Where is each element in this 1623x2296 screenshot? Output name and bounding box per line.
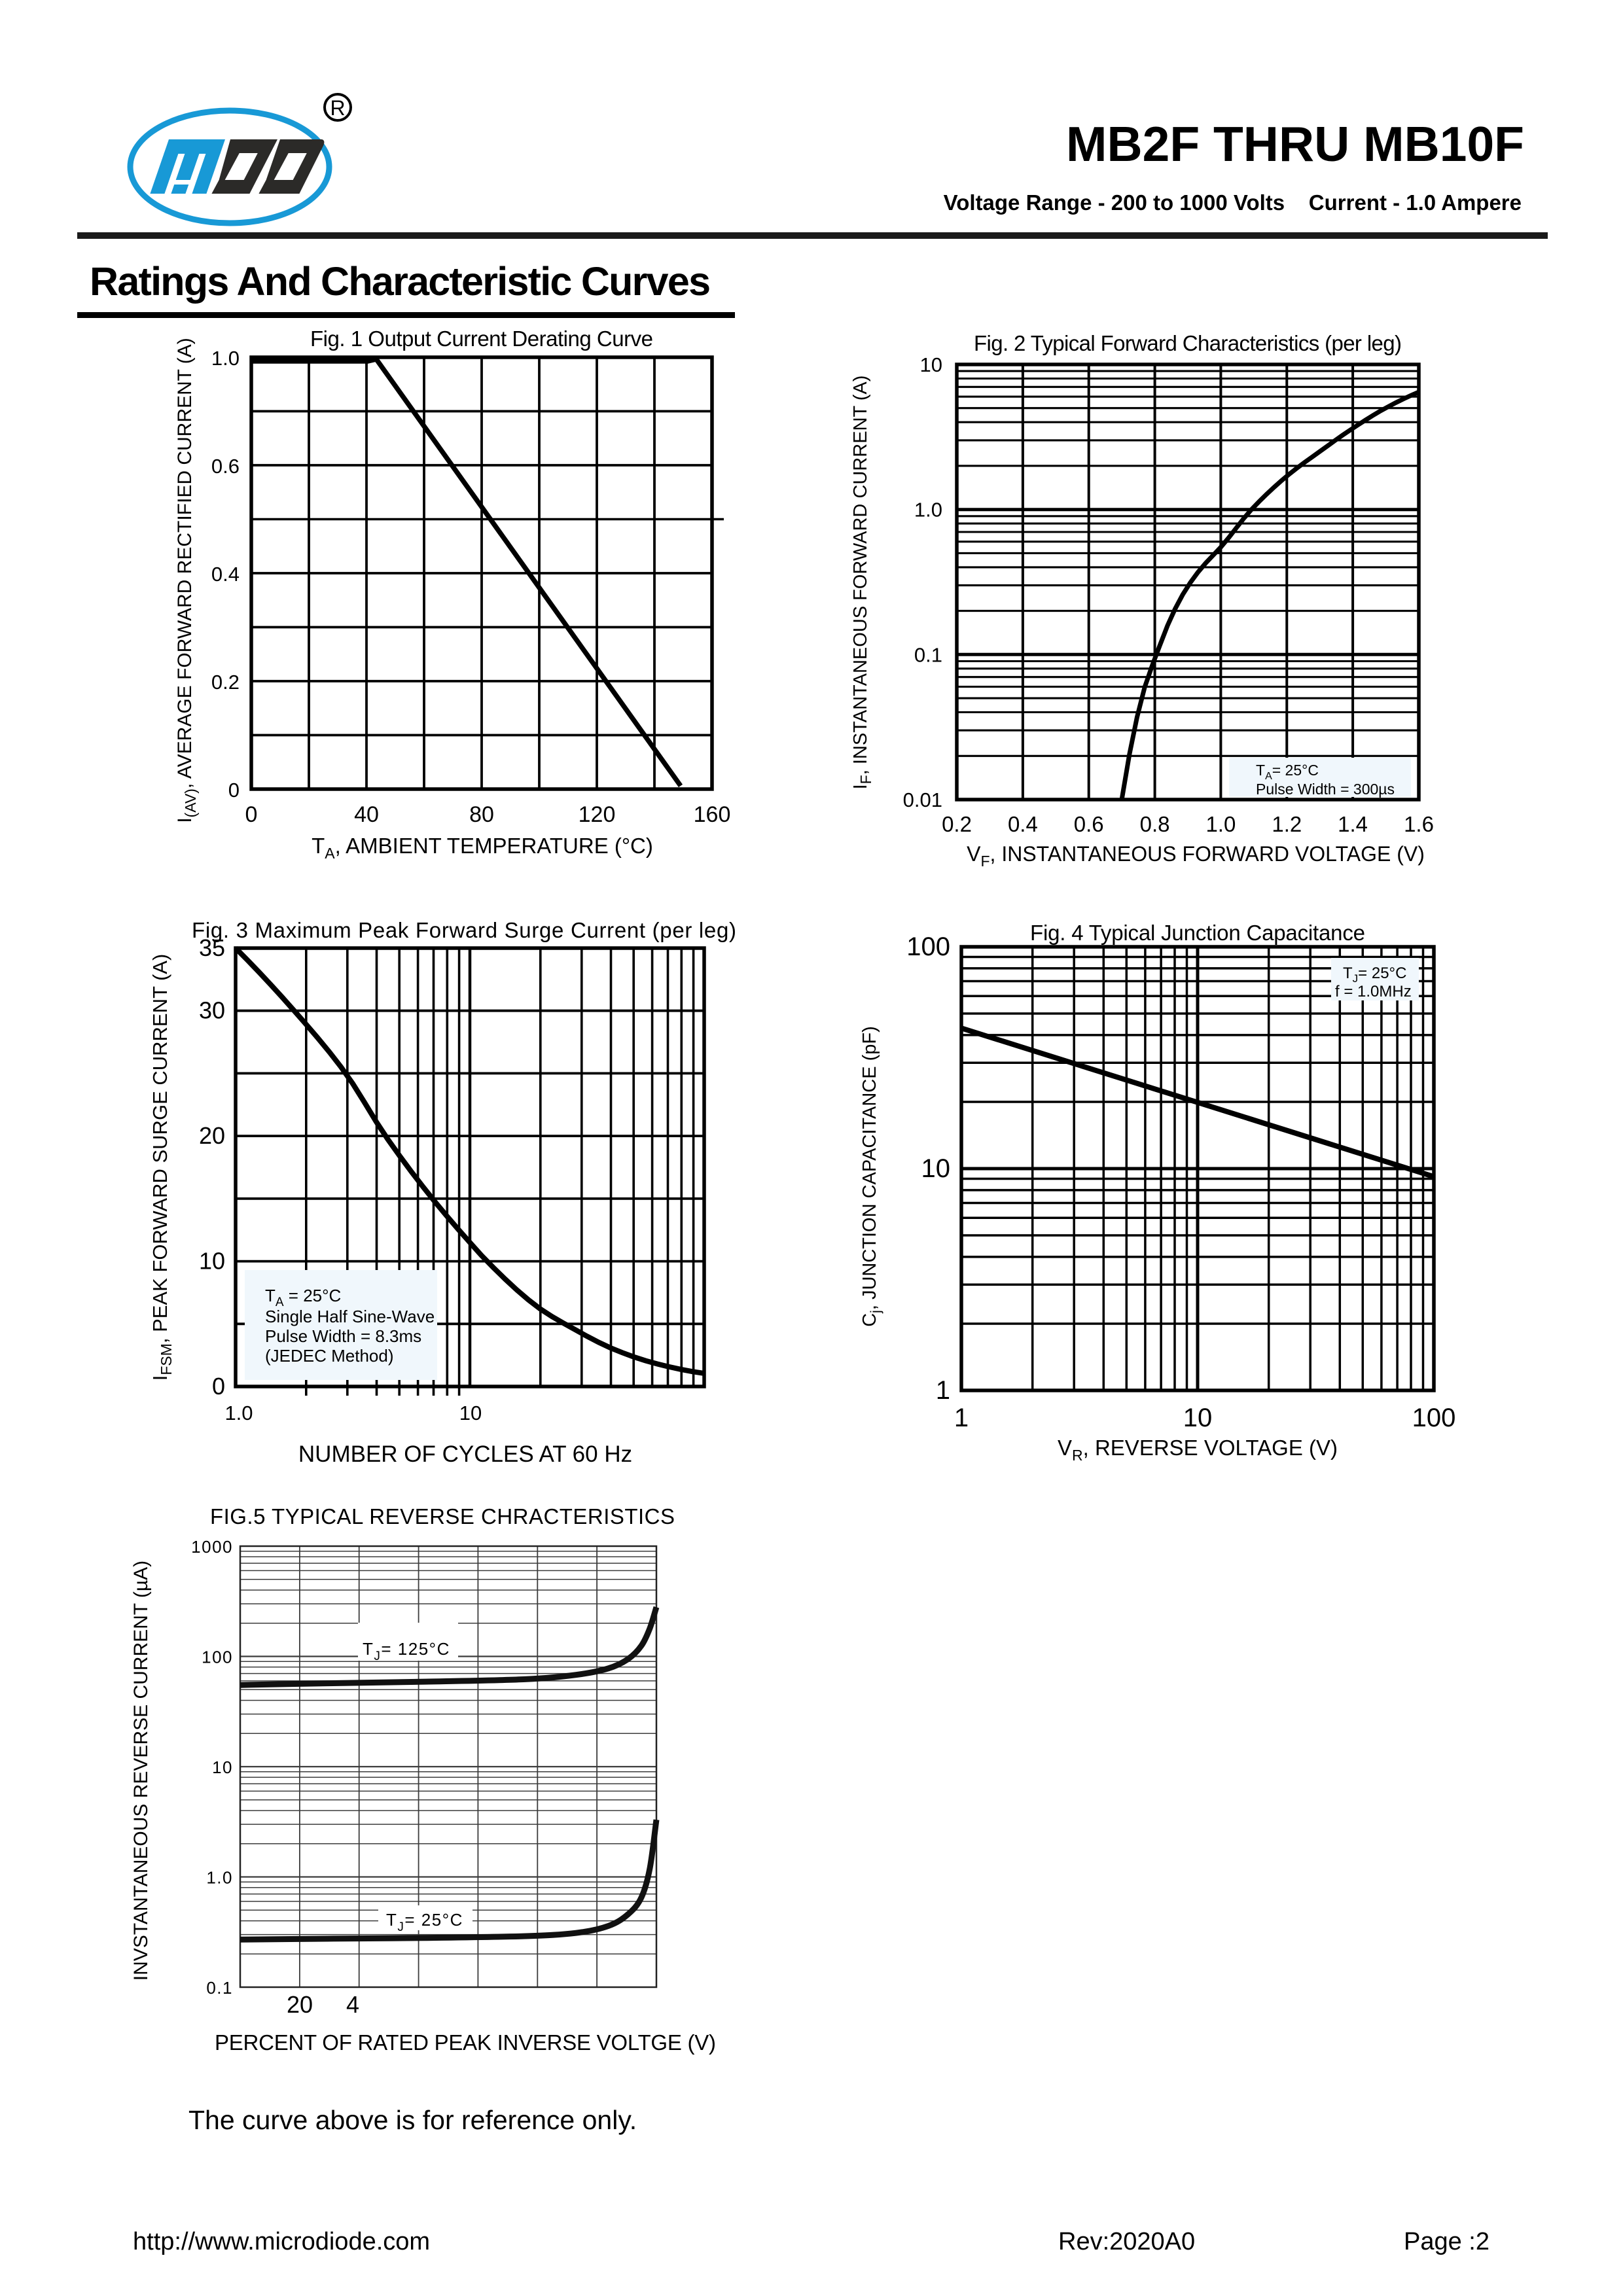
svg-text:10: 10 <box>1183 1404 1213 1432</box>
svg-text:Single Half Sine-Wave: Single Half Sine-Wave <box>265 1307 435 1326</box>
svg-text:Fig. 4 Typical Junction Capac: Fig. 4 Typical Junction Capacitance <box>1030 921 1365 945</box>
svg-text:0.6: 0.6 <box>1074 812 1104 836</box>
svg-text:VF, INSTANTANEOUS FORWARD VOLT: VF, INSTANTANEOUS FORWARD VOLTAGE (V) <box>967 842 1425 870</box>
svg-text:Voltage Range - 200 to 1000 Vo: Voltage Range - 200 to 1000 Volts Curren… <box>944 190 1522 215</box>
svg-text:160: 160 <box>694 802 731 827</box>
svg-text:TA, AMBIENT TEMPERATURE (°C): TA, AMBIENT TEMPERATURE (°C) <box>312 834 653 862</box>
svg-text:The curve above is for referen: The curve above is for reference only. <box>188 2105 637 2135</box>
svg-text:10: 10 <box>212 1757 233 1777</box>
svg-text:10: 10 <box>921 1154 951 1183</box>
svg-text:Pulse Width = 300µs: Pulse Width = 300µs <box>1256 781 1395 798</box>
svg-text:http://www.microdiode.com: http://www.microdiode.com <box>133 2228 430 2255</box>
svg-text:1.0: 1.0 <box>211 347 240 370</box>
svg-text:Ratings And Characteristic Cur: Ratings And Characteristic Curves <box>90 259 711 304</box>
svg-text:30: 30 <box>199 997 225 1024</box>
svg-text:1.6: 1.6 <box>1404 812 1434 836</box>
svg-text:20: 20 <box>199 1122 225 1149</box>
svg-text:40: 40 <box>354 802 379 827</box>
svg-text:0.1: 0.1 <box>206 1978 233 1998</box>
svg-text:0.01: 0.01 <box>903 788 942 811</box>
svg-text:80: 80 <box>469 802 494 827</box>
svg-text:Fig. 1 Output Current Deratin: Fig. 1 Output Current Derating Curve <box>310 327 653 351</box>
svg-text:20: 20 <box>287 1991 313 2018</box>
svg-text:(JEDEC Method): (JEDEC Method) <box>265 1346 394 1366</box>
svg-text:0.8: 0.8 <box>1140 812 1170 836</box>
svg-text:0.6: 0.6 <box>211 455 240 478</box>
svg-text:10: 10 <box>199 1248 225 1275</box>
svg-text:0: 0 <box>228 779 240 802</box>
svg-text:TJ= 25°C: TJ= 25°C <box>1343 964 1406 985</box>
svg-text:Fig. 3 Maximum Peak Forward S: Fig. 3 Maximum Peak Forward Surge Curren… <box>192 918 736 942</box>
svg-text:1.0: 1.0 <box>206 1868 233 1888</box>
svg-text:Rev:2020A0: Rev:2020A0 <box>1058 2228 1195 2255</box>
svg-text:10: 10 <box>459 1402 482 1424</box>
svg-text:120: 120 <box>579 802 616 827</box>
svg-text:1.0: 1.0 <box>914 499 942 521</box>
svg-text:0: 0 <box>212 1373 225 1400</box>
svg-text:1.4: 1.4 <box>1338 812 1368 836</box>
svg-text:0.2: 0.2 <box>211 671 240 694</box>
svg-text:Cj, JUNCTION CAPACITANCE (pF): Cj, JUNCTION CAPACITANCE (pF) <box>859 1026 883 1327</box>
svg-text:0.2: 0.2 <box>942 812 972 836</box>
svg-text:35: 35 <box>199 934 225 961</box>
svg-text:10: 10 <box>920 353 942 376</box>
svg-text:Pulse Width = 8.3ms: Pulse Width = 8.3ms <box>265 1326 421 1346</box>
svg-text:1.0: 1.0 <box>224 1402 253 1424</box>
svg-text:NUMBER OF CYCLES AT 60 Hz: NUMBER OF CYCLES AT 60 Hz <box>298 1441 632 1467</box>
svg-text:100: 100 <box>906 932 950 961</box>
svg-text:INVSTANTANEOUS REVERSE CURRENT: INVSTANTANEOUS REVERSE CURRENT (µA) <box>130 1561 152 1981</box>
svg-text:R: R <box>330 96 345 120</box>
svg-text:0.4: 0.4 <box>1008 812 1038 836</box>
svg-text:0.4: 0.4 <box>211 563 240 586</box>
svg-text:IFSM, PEAK FORWARD SURGE CURRE: IFSM, PEAK FORWARD SURGE CURRENT (A) <box>149 954 175 1381</box>
svg-text:f = 1.0MHz: f = 1.0MHz <box>1335 983 1412 1000</box>
svg-text:0.1: 0.1 <box>914 643 942 666</box>
svg-text:IF, INSTANTANEOUS FORWARD CURR: IF, INSTANTANEOUS FORWARD CURRENT (A) <box>850 376 874 790</box>
svg-text:100: 100 <box>1412 1404 1456 1432</box>
svg-text:Fig. 2 Typical Forward Charact: Fig. 2 Typical Forward Characteristics (… <box>974 331 1402 355</box>
svg-text:0: 0 <box>245 802 258 827</box>
svg-text:1: 1 <box>954 1404 969 1432</box>
svg-text:I(AV), AVERAGE FORWARD RECTIFI: I(AV), AVERAGE FORWARD RECTIFIED CURRENT… <box>174 338 199 823</box>
svg-text:1.0: 1.0 <box>1205 812 1236 836</box>
svg-text:MB2F THRU MB10F: MB2F THRU MB10F <box>1066 116 1524 171</box>
svg-text:PERCENT OF RATED PEAK INVERSE: PERCENT OF RATED PEAK INVERSE VOLTGE (V) <box>215 2030 716 2055</box>
svg-text:1000: 1000 <box>191 1537 233 1557</box>
svg-text:VR, REVERSE VOLTAGE (V): VR, REVERSE VOLTAGE (V) <box>1058 1436 1338 1464</box>
svg-text:4: 4 <box>346 1991 359 2018</box>
svg-text:1: 1 <box>936 1376 950 1405</box>
svg-text:FIG.5 TYPICAL REVERSE CHRACTER: FIG.5 TYPICAL REVERSE CHRACTERISTICS <box>210 1504 675 1528</box>
svg-text:100: 100 <box>202 1648 233 1667</box>
svg-text:Page :2: Page :2 <box>1404 2228 1489 2255</box>
svg-text:1.2: 1.2 <box>1272 812 1302 836</box>
